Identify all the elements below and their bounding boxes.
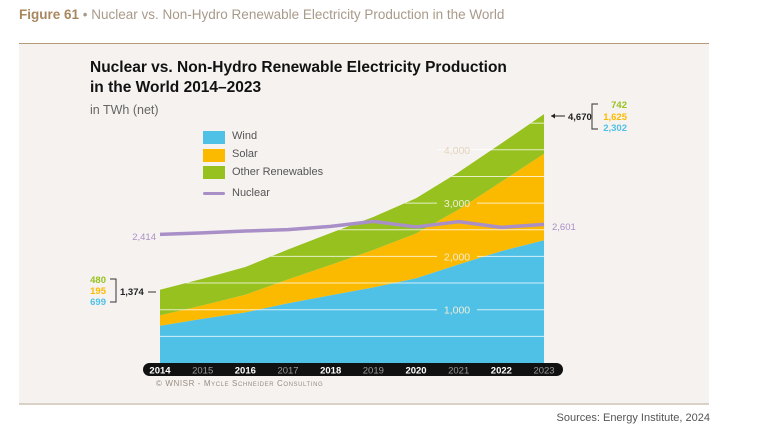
- figure-caption: Nuclear vs. Non-Hydro Renewable Electric…: [91, 7, 505, 22]
- end-solar-label: 1,625: [603, 112, 627, 123]
- figure-label: Figure 61: [19, 7, 80, 22]
- x-tick-label: 2023: [533, 366, 554, 377]
- x-tick-label: 2014: [149, 366, 171, 377]
- x-axis-bar: [143, 363, 563, 376]
- y-tick-label: 4,000: [444, 145, 470, 157]
- start-bracket: [110, 278, 117, 303]
- area-other-renewables: [160, 114, 545, 316]
- start-solar-label: 195: [90, 286, 107, 297]
- nuclear-start-label: 2,414: [132, 232, 156, 243]
- end-bracket: [591, 103, 598, 130]
- legend-swatch-wind: [203, 131, 225, 144]
- legend-label-solar: Solar: [232, 148, 258, 160]
- end-total-label: 4,670: [568, 112, 592, 123]
- end-arrow-head: [551, 113, 555, 119]
- x-tick-label: 2022: [491, 366, 512, 377]
- chart-title-line1: Nuclear vs. Non-Hydro Renewable Electric…: [90, 59, 507, 76]
- unit-label: in TWh (net): [90, 103, 159, 117]
- y-tick-label: 3,000: [444, 198, 470, 210]
- chart-title-line2: in the World 2014–2023: [90, 79, 262, 96]
- y-tick-label: 2,000: [444, 251, 470, 263]
- legend-label-nuclear: Nuclear: [232, 187, 270, 199]
- start-wind-label: 699: [90, 297, 106, 308]
- x-tick-label: 2021: [448, 366, 469, 377]
- legend-swatch-other: [203, 166, 225, 179]
- legend-swatch-solar: [203, 149, 225, 162]
- copyright: © WNISR - Mycle Schneider Consulting: [156, 379, 324, 388]
- end-wind-label: 2,302: [603, 123, 627, 134]
- area-wind: [160, 240, 545, 363]
- x-tick-label: 2016: [235, 366, 256, 377]
- end-other-label: 742: [611, 100, 627, 111]
- figure-title: Figure 61 • Nuclear vs. Non-Hydro Renewa…: [19, 7, 505, 22]
- nuclear-end-label: 2,601: [552, 222, 576, 233]
- x-tick-label: 2018: [320, 366, 341, 377]
- area-solar: [160, 153, 545, 326]
- legend-swatch-nuclear: [203, 192, 225, 195]
- x-tick-label: 2017: [277, 366, 298, 377]
- y-tick-label: 1,000: [444, 305, 470, 317]
- x-tick-label: 2020: [405, 366, 426, 377]
- x-tick-label: 2015: [192, 366, 213, 377]
- source-note: Sources: Energy Institute, 2024: [556, 412, 710, 424]
- start-other-label: 480: [90, 275, 106, 286]
- start-total-label: 1,374: [120, 287, 144, 298]
- x-tick-label: 2019: [363, 366, 384, 377]
- legend-label-wind: Wind: [232, 130, 258, 142]
- legend-label-other: Other Renewables: [232, 166, 324, 178]
- nuclear-line: [159, 219, 545, 237]
